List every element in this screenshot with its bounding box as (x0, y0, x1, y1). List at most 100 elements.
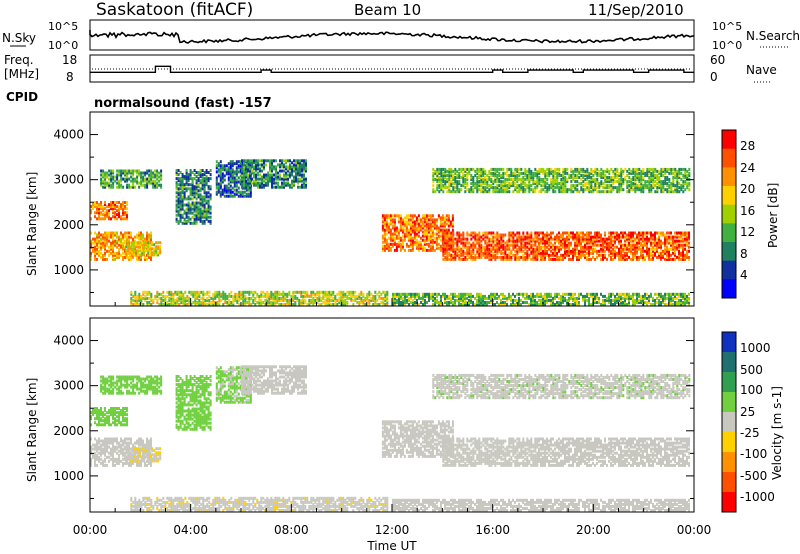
power-echo-cell (395, 214, 398, 218)
power-echo-cell (684, 176, 687, 179)
power-echo-cell (124, 177, 127, 181)
power-echo-cell (670, 169, 673, 173)
power-echo-cell (435, 232, 438, 236)
power-echo-cell (283, 175, 285, 179)
power-echo-cell (602, 171, 605, 175)
power-echo-cell (155, 241, 158, 245)
power-echo-cell (136, 233, 138, 237)
power-echo-cell (552, 184, 555, 188)
power-echo-cell (654, 167, 657, 171)
power-echo-cell (189, 191, 192, 195)
power-echo-cell (380, 296, 383, 300)
power-echo-cell (132, 237, 134, 241)
power-echo-cell (630, 182, 633, 186)
power-echo-cell (512, 178, 515, 181)
power-echo-cell (96, 237, 98, 241)
power-echo-cell (598, 171, 601, 175)
power-echo-cell (275, 165, 277, 169)
power-echo-cell (454, 255, 457, 259)
power-echo-cell (326, 303, 329, 306)
power-echo-cell (256, 301, 259, 304)
power-echo-cell (650, 241, 652, 245)
power-echo-cell (592, 186, 595, 190)
power-echo-cell (225, 190, 228, 194)
power-echo-cell (674, 251, 676, 255)
power-echo-cell (239, 166, 242, 170)
power-echo-cell (102, 179, 105, 183)
power-echo-cell (500, 245, 503, 249)
power-echo-cell (429, 244, 432, 248)
power-echo-cell (332, 296, 335, 300)
power-echo-cell (397, 228, 400, 232)
power-echo-cell (350, 294, 353, 298)
power-echo-cell (100, 181, 103, 185)
power-echo-cell (568, 245, 570, 249)
power-echo-cell (498, 235, 501, 239)
power-echo-cell (650, 167, 653, 171)
power-echo-cell (660, 182, 663, 186)
power-echo-cell (100, 213, 102, 217)
power-echo-cell (482, 178, 485, 181)
power-echo-cell (604, 184, 607, 188)
power-echo-cell (177, 169, 180, 172)
power-echo-cell (550, 253, 552, 257)
power-echo-cell (244, 301, 247, 304)
power-echo-cell (450, 247, 453, 251)
power-echo-cell (574, 167, 577, 171)
power-echo-cell (504, 251, 507, 255)
power-echo-cell (247, 173, 249, 177)
power-echo-cell (524, 245, 527, 249)
power-echo-cell (419, 240, 422, 244)
power-echo-cell (269, 165, 271, 169)
power-echo-cell (281, 163, 283, 167)
power-echo-cell (209, 185, 212, 189)
power-echo-cell (448, 243, 451, 247)
power-echo-cell (484, 233, 487, 237)
power-echo-cell (297, 177, 299, 181)
power-echo-cell (243, 190, 246, 194)
power-echo-cell (606, 186, 609, 190)
power-echo-cell (520, 182, 523, 186)
power-echo-cell (304, 290, 307, 294)
power-echo-cell (568, 237, 570, 241)
power-echo-cell (634, 237, 636, 241)
power-echo-cell (449, 224, 452, 228)
power-echo-cell (572, 190, 575, 194)
power-echo-cell (476, 169, 479, 173)
power-echo-cell (133, 245, 136, 249)
power-echo-cell (584, 247, 586, 251)
power-echo-cell (449, 220, 452, 224)
power-echo-cell (230, 294, 233, 298)
power-echo-cell (250, 303, 253, 306)
power-echo-cell (166, 303, 169, 306)
power-echo-cell (130, 231, 132, 235)
power-echo-cell (179, 217, 182, 221)
power-echo-cell (684, 253, 686, 257)
power-echo-cell (393, 226, 396, 230)
power-echo-cell (223, 188, 226, 192)
power-echo-cell (183, 183, 186, 187)
power-echo-cell (560, 257, 562, 261)
power-echo-cell (263, 165, 265, 169)
power-echo-cell (662, 180, 665, 184)
power-echo-cell (303, 165, 305, 169)
power-echo-cell (666, 231, 668, 235)
power-echo-cell (90, 253, 92, 257)
power-echo-cell (282, 290, 285, 294)
power-echo-cell (342, 303, 345, 306)
power-echo-cell (273, 165, 275, 169)
power-echo-cell (288, 298, 291, 302)
power-echo-cell (216, 303, 219, 306)
power-echo-cell (298, 301, 301, 304)
power-echo-cell (207, 207, 210, 211)
power-echo-cell (258, 296, 261, 300)
power-echo-cell (614, 169, 617, 173)
power-echo-cell (602, 247, 604, 251)
power-echo-cell (150, 233, 152, 237)
power-echo-cell (568, 241, 570, 245)
power-echo-cell (470, 174, 473, 177)
power-echo-cell (110, 241, 112, 245)
power-echo-cell (127, 241, 130, 245)
power-echo-cell (224, 292, 227, 296)
power-echo-cell (630, 247, 632, 251)
